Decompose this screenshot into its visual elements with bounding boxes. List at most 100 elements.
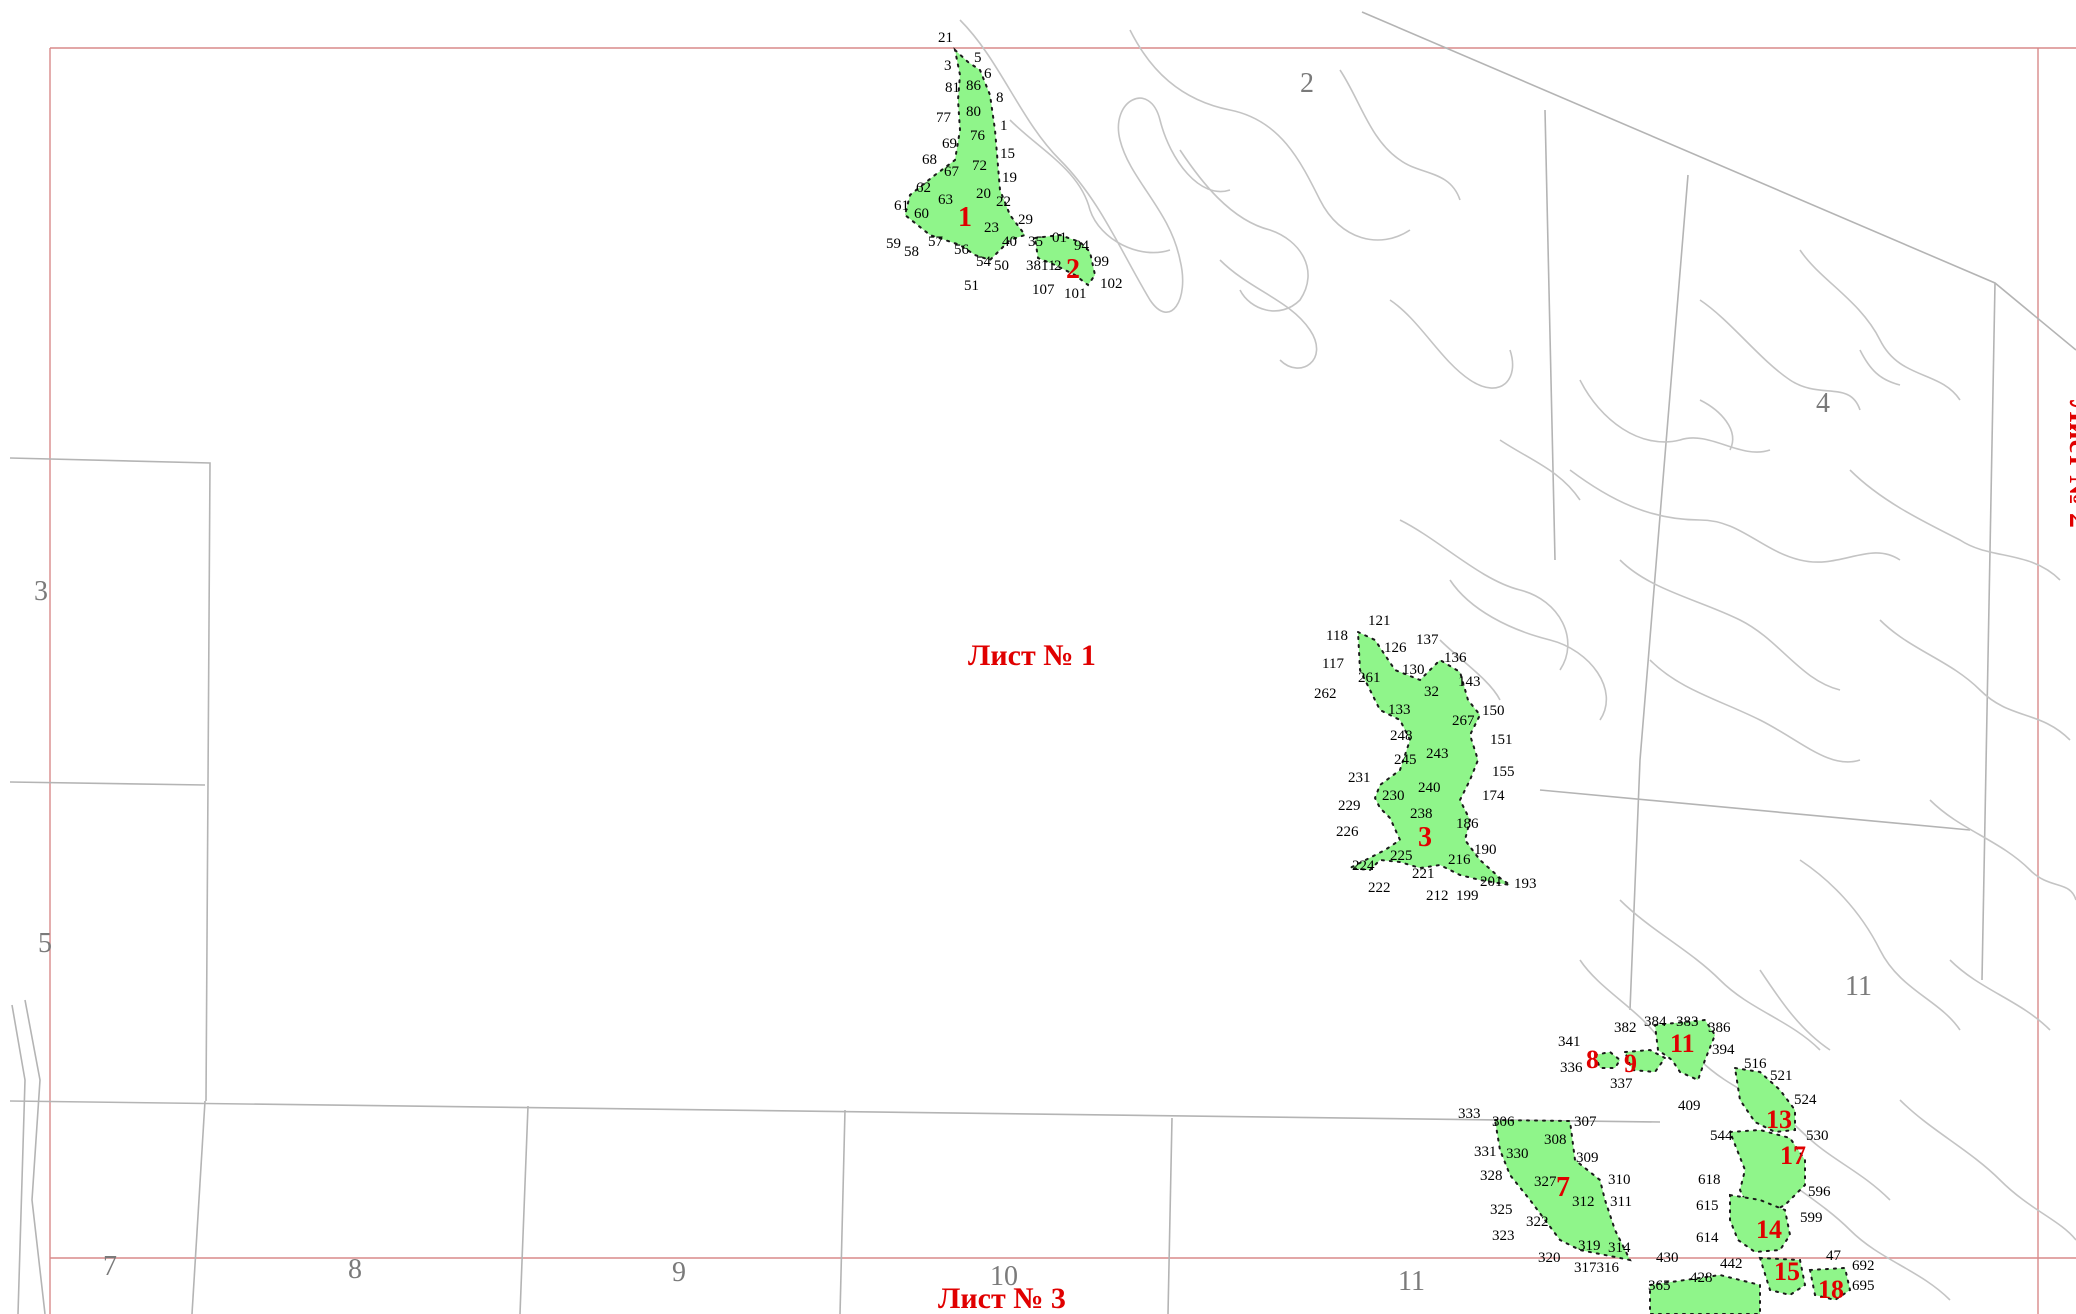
plot-number: 9	[1624, 1049, 1637, 1078]
point-label: 428	[1690, 1270, 1713, 1286]
quarter-number: 11	[1398, 1266, 1425, 1297]
point-label: 319	[1578, 1238, 1601, 1254]
point-label: 32	[1424, 684, 1439, 700]
quarter-boundaries	[9, 11, 2076, 1314]
point-label: 229	[1338, 798, 1361, 814]
point-label: 365	[1648, 1278, 1671, 1294]
point-label: 225	[1390, 848, 1413, 864]
point-label: 117	[1322, 656, 1344, 672]
plot-area-2[interactable]	[1033, 233, 1097, 287]
plot-area-3[interactable]	[1346, 630, 1511, 886]
quarter-numbers: 2 3 4 5 11 7 8 9 10 11	[34, 68, 1872, 1297]
point-label: 314	[1608, 1240, 1631, 1256]
point-label: 323	[1492, 1228, 1515, 1244]
point-label: 67	[944, 164, 960, 180]
point-label: 121	[1368, 613, 1391, 629]
point-label: 54	[976, 254, 992, 270]
plot-area-18[interactable]	[1808, 1266, 1852, 1302]
plot-area-9[interactable]	[1623, 1048, 1667, 1074]
point-labels-plot-3: 118 121 126 137 117 136 261 130 143 262 …	[1314, 613, 1537, 904]
point-label: 328	[1480, 1168, 1503, 1184]
point-label: 384	[1644, 1014, 1667, 1030]
point-label: 386	[1708, 1020, 1731, 1036]
plot-area-8[interactable]	[1593, 1050, 1622, 1069]
point-label: 6	[984, 66, 992, 82]
point-label: 618	[1698, 1172, 1721, 1188]
point-label: 596	[1808, 1184, 1831, 1200]
point-label: 77	[936, 110, 952, 126]
point-label: 341	[1558, 1034, 1581, 1050]
point-label: 61	[894, 198, 909, 214]
point-labels-right-cluster: 341 382 384 383 386 336 394 337 516 521 …	[1558, 1014, 1875, 1294]
point-label: 320	[1538, 1250, 1561, 1266]
point-label: 150	[1482, 703, 1505, 719]
point-label: 50	[994, 258, 1009, 274]
point-label: 199	[1456, 888, 1479, 904]
point-label: 333	[1458, 1106, 1481, 1122]
point-label: 330	[1506, 1146, 1529, 1162]
point-label: 99	[1094, 254, 1109, 270]
quarter-number: 9	[672, 1257, 686, 1288]
plot-area-11[interactable]	[1653, 1018, 1717, 1082]
point-label: 521	[1770, 1068, 1793, 1084]
point-label: 133	[1388, 702, 1411, 718]
point-label: 56	[954, 242, 970, 258]
plot-area-17[interactable]	[1728, 1128, 1806, 1217]
point-label: 60	[914, 206, 929, 222]
point-label: 20	[976, 186, 991, 202]
contour-lines	[959, 19, 2076, 1301]
point-label: 201	[1480, 874, 1503, 890]
plot-area-14[interactable]	[1729, 1193, 1792, 1254]
point-label: 430	[1656, 1250, 1679, 1266]
point-label: 193	[1514, 876, 1537, 892]
point-label: 101	[1064, 286, 1087, 302]
point-label: 544	[1710, 1128, 1733, 1144]
point-label: 126	[1384, 640, 1407, 656]
point-label: 40	[1002, 234, 1017, 250]
plot-number: 8	[1586, 1045, 1599, 1074]
plot-area-15[interactable]	[1758, 1256, 1807, 1297]
point-labels-plot-1: 21 3 5 6 81 86 8 77 80 1 76 15 69 68 67 …	[886, 30, 1123, 302]
point-label: 224	[1352, 858, 1375, 874]
point-label: 151	[1490, 732, 1513, 748]
point-label: 516	[1744, 1056, 1767, 1072]
point-label: 8	[996, 90, 1004, 106]
point-label: 63	[938, 192, 953, 208]
point-label: 59	[886, 236, 901, 252]
point-label: 599	[1800, 1210, 1823, 1226]
point-label: 57	[928, 234, 944, 250]
plot-number: 15	[1774, 1257, 1800, 1286]
plot-number: 11	[1670, 1029, 1695, 1058]
plot-area-13[interactable]	[1733, 1066, 1796, 1134]
point-label: 442	[1720, 1256, 1743, 1272]
point-label: 15	[1000, 146, 1015, 162]
point-label: 267	[1452, 713, 1475, 729]
point-label: 245	[1394, 752, 1417, 768]
point-label: 62	[916, 180, 931, 196]
point-label: 01	[1052, 230, 1067, 246]
plot-area-bottom[interactable]	[1649, 1273, 1761, 1314]
point-label: 3811	[1026, 258, 1055, 274]
point-label: 230	[1382, 788, 1405, 804]
quarter-number: 7	[103, 1251, 117, 1282]
point-label: 72	[972, 158, 987, 174]
sheet-frame	[49, 47, 2076, 1314]
sheet-labels: Лист № 1 Лист № 3 Лист № 2	[938, 400, 2076, 1314]
plot-area-1[interactable]	[903, 47, 1027, 262]
plot-number: 7	[1556, 1172, 1570, 1203]
point-label: 94	[1074, 238, 1090, 254]
plot-number: 1	[958, 202, 972, 233]
point-label: 309	[1576, 1150, 1599, 1166]
point-label: 307	[1574, 1114, 1597, 1130]
point-label: 155	[1492, 764, 1515, 780]
point-label: 261	[1358, 670, 1381, 686]
point-label: 308	[1544, 1132, 1567, 1148]
point-label: 238	[1410, 806, 1433, 822]
point-label: 2	[1054, 258, 1062, 274]
point-label: 186	[1456, 816, 1479, 832]
plot-area-7[interactable]	[1493, 1118, 1632, 1262]
point-label: 530	[1806, 1128, 1829, 1144]
plot-number: 14	[1756, 1215, 1782, 1244]
point-label: 262	[1314, 686, 1337, 702]
